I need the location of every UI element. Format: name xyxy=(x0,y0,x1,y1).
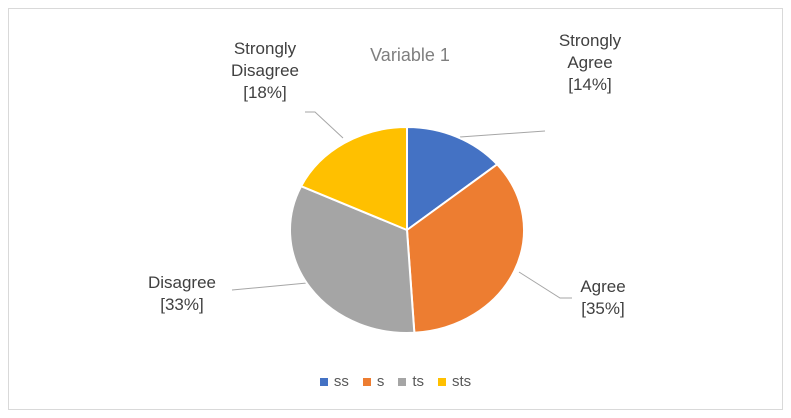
data-label: Disagree [33%] xyxy=(139,272,225,316)
legend-label: sts xyxy=(452,373,472,390)
data-label-name: Disagree xyxy=(147,273,217,292)
leader-line xyxy=(459,130,546,138)
legend-swatch xyxy=(319,378,328,386)
data-label-name: Agree xyxy=(580,277,626,296)
data-label: Strongly Agree [14%] xyxy=(547,30,633,96)
pie-slice xyxy=(299,125,408,232)
data-label-value: [33%] xyxy=(160,295,204,314)
pie-slice xyxy=(289,184,416,334)
data-label: Strongly Disagree [18%] xyxy=(222,38,308,104)
data-label-value: [18%] xyxy=(243,83,287,102)
legend-swatch xyxy=(398,378,407,386)
legend-label: ss xyxy=(333,373,349,390)
data-label-value: [35%] xyxy=(581,299,625,318)
data-label-name: Strongly Disagree xyxy=(230,39,300,80)
chart-title: Variable 1 xyxy=(370,45,450,65)
data-label: Agree [35%] xyxy=(560,276,646,320)
legend-item: ss xyxy=(319,373,349,390)
legend-label: s xyxy=(376,373,385,390)
legend-swatch xyxy=(362,378,371,386)
leader-line xyxy=(231,282,308,291)
data-label-name: Strongly Agree xyxy=(558,31,622,72)
data-label-value: [14%] xyxy=(568,75,612,94)
legend-label: ts xyxy=(412,373,424,390)
legend-item: sts xyxy=(438,373,471,390)
legend: ss s ts sts xyxy=(0,373,791,390)
leader-line xyxy=(305,111,344,139)
legend-item: ts xyxy=(398,373,424,390)
leader-line xyxy=(518,271,572,299)
legend-swatch xyxy=(438,378,446,386)
pie-slice xyxy=(405,163,525,334)
legend-item: s xyxy=(362,373,385,390)
leader-lines xyxy=(231,111,572,299)
pie-slice xyxy=(406,125,499,232)
